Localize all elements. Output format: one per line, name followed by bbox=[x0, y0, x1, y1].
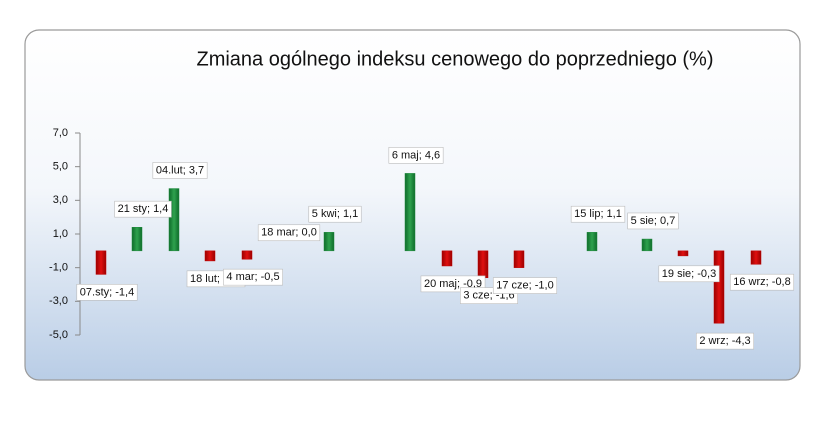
data-label-box bbox=[696, 332, 754, 350]
bar bbox=[586, 232, 598, 252]
chart-title: Zmiana ogólnego indeksu cenowego do popr… bbox=[196, 48, 713, 70]
data-label-box bbox=[492, 277, 558, 294]
data-label-box bbox=[388, 147, 444, 164]
y-tick-label: -5,0 bbox=[49, 329, 68, 341]
bar bbox=[513, 250, 525, 268]
bar bbox=[677, 250, 689, 257]
bar bbox=[750, 250, 762, 265]
bar bbox=[477, 250, 489, 279]
y-tick-label: -1,0 bbox=[49, 262, 68, 274]
data-label: 04.lut; 3,7 bbox=[156, 164, 204, 176]
data-label-box bbox=[658, 265, 720, 283]
data-label-box bbox=[627, 212, 679, 230]
y-tick-label: 1,0 bbox=[53, 228, 68, 240]
y-tick-label: -3,0 bbox=[49, 295, 68, 307]
data-label: 6 maj; 4,6 bbox=[392, 149, 440, 161]
bar bbox=[168, 188, 180, 252]
y-tick-label: 5,0 bbox=[53, 161, 68, 173]
bar bbox=[241, 250, 253, 260]
data-label-box bbox=[257, 224, 321, 242]
data-label: 17 cze; -1,0 bbox=[496, 280, 553, 292]
data-label: 5 kwi; 1,1 bbox=[312, 208, 358, 220]
bar bbox=[131, 227, 143, 252]
data-label: 21 sty; 1,4 bbox=[118, 203, 169, 215]
data-label: 16 wrz; -0,8 bbox=[733, 276, 790, 288]
data-label-box bbox=[308, 205, 362, 223]
data-label-box bbox=[114, 200, 172, 218]
y-tick-label: 7,0 bbox=[53, 127, 68, 139]
bar bbox=[323, 232, 335, 252]
data-label-box bbox=[223, 268, 283, 286]
data-label: 4 mar; -0,5 bbox=[226, 271, 279, 283]
data-label: 15 lip; 1,1 bbox=[574, 208, 622, 220]
data-label: 5 sie; 0,7 bbox=[631, 215, 676, 227]
data-label: 2 wrz; -4,3 bbox=[699, 335, 750, 347]
bar bbox=[95, 250, 107, 275]
bar bbox=[404, 173, 416, 252]
data-label-box bbox=[570, 205, 626, 223]
bar bbox=[441, 250, 453, 267]
data-label-box bbox=[152, 162, 208, 179]
data-label: 07.sty; -1,4 bbox=[80, 286, 134, 298]
bar bbox=[713, 250, 725, 324]
data-label: 20 maj; -0,9 bbox=[424, 278, 482, 290]
data-label-box bbox=[729, 273, 795, 291]
data-label: 18 mar; 0,0 bbox=[261, 227, 317, 239]
data-label: 19 sie; -0,3 bbox=[662, 268, 716, 280]
y-tick-label: 3,0 bbox=[53, 194, 68, 206]
bar bbox=[641, 238, 653, 252]
bar bbox=[204, 250, 216, 262]
data-label-box bbox=[76, 284, 138, 301]
